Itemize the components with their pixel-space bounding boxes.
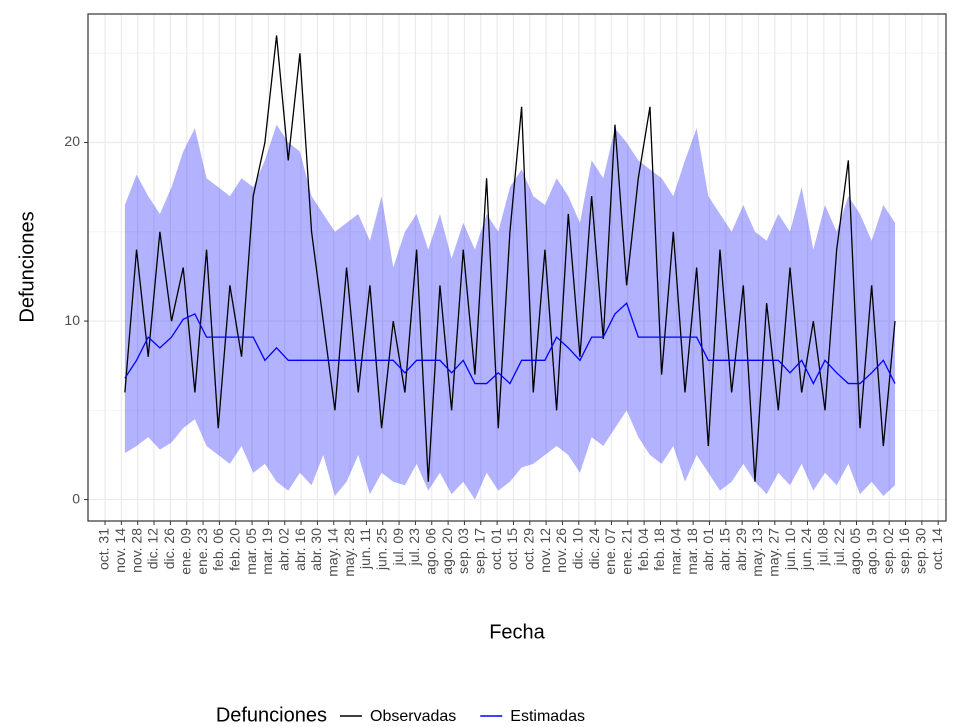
legend-title: Defunciones [216, 704, 327, 726]
x-tick-label: feb. 04 [635, 528, 651, 571]
panel [88, 14, 946, 521]
x-tick-label: jul. 09 [390, 528, 406, 567]
x-tick-label: abr. 02 [275, 528, 291, 571]
y-axis-title: Defunciones [16, 211, 38, 322]
x-tick-label: may. 27 [766, 528, 782, 577]
x-tick-label: ene. 23 [194, 528, 210, 575]
x-tick-label: feb. 18 [651, 528, 667, 571]
x-tick-label: nov. 26 [553, 528, 569, 573]
x-tick-label: abr. 30 [308, 528, 324, 571]
x-tick-label: jul. 23 [406, 528, 422, 567]
x-tick-label: sep. 30 [913, 528, 929, 574]
y-tick-label: 20 [64, 133, 80, 149]
x-tick-label: dic. 12 [145, 528, 161, 569]
x-tick-label: ene. 21 [618, 528, 634, 575]
x-tick-label: jun. 24 [798, 528, 814, 571]
x-tick-label: sep. 17 [471, 528, 487, 574]
x-tick-label: oct. 31 [96, 528, 112, 570]
x-tick-label: abr. 15 [717, 528, 733, 571]
x-tick-label: mar. 05 [243, 528, 259, 575]
x-tick-label: oct. 14 [929, 528, 945, 570]
confidence-band [124, 124, 896, 500]
x-tick-label: ago. 20 [439, 528, 455, 575]
x-tick-label: feb. 20 [226, 528, 242, 571]
x-tick-label: ene. 09 [177, 528, 193, 575]
x-tick-label: feb. 06 [210, 528, 226, 571]
x-tick-label: ene. 07 [602, 528, 618, 575]
x-tick-label: mar. 18 [684, 528, 700, 575]
series-line [124, 35, 896, 482]
x-tick-label: ago. 06 [422, 528, 438, 575]
x-tick-label: oct. 29 [520, 528, 536, 570]
legend-label: Estimadas [510, 708, 585, 725]
x-tick-label: dic. 10 [569, 528, 585, 569]
x-tick-label: abr. 29 [733, 528, 749, 571]
x-tick-label: sep. 03 [455, 528, 471, 574]
x-tick-label: dic. 24 [586, 528, 602, 569]
x-tick-label: dic. 26 [161, 528, 177, 569]
x-tick-label: abr. 01 [700, 528, 716, 571]
x-tick-label: may. 14 [324, 528, 340, 577]
x-tick-label: sep. 02 [880, 528, 896, 574]
x-tick-label: jul. 22 [831, 528, 847, 567]
series-line [124, 302, 896, 385]
x-tick-label: may. 13 [749, 528, 765, 577]
panel-border [87, 13, 947, 522]
x-tick-label: sep. 16 [896, 528, 912, 574]
x-tick-label: jun. 25 [373, 528, 389, 571]
x-tick-label: may. 28 [341, 528, 357, 577]
x-tick-label: mar. 19 [259, 528, 275, 575]
x-axis-title: Fecha [489, 621, 545, 643]
x-tick-label: ago. 19 [864, 528, 880, 575]
x-tick-label: nov. 28 [128, 528, 144, 573]
legend-label: Observadas [370, 708, 456, 725]
x-tick-label: oct. 15 [504, 528, 520, 570]
legend: Defunciones Observadas Estimadas [216, 704, 585, 726]
x-tick-label: oct. 01 [488, 528, 504, 570]
x-tick-label: mar. 04 [668, 528, 684, 575]
x-tick-label: jul. 08 [815, 528, 831, 567]
x-tick-label: jun. 10 [782, 528, 798, 571]
x-tick-label: nov. 14 [112, 528, 128, 573]
y-tick-label: 0 [72, 490, 80, 506]
x-tick-label: ago. 05 [847, 528, 863, 575]
x-tick-label: abr. 16 [292, 528, 308, 571]
x-tick-label: jun. 11 [357, 528, 373, 570]
y-tick-label: 10 [64, 312, 80, 328]
x-tick-label: nov. 12 [537, 528, 553, 573]
